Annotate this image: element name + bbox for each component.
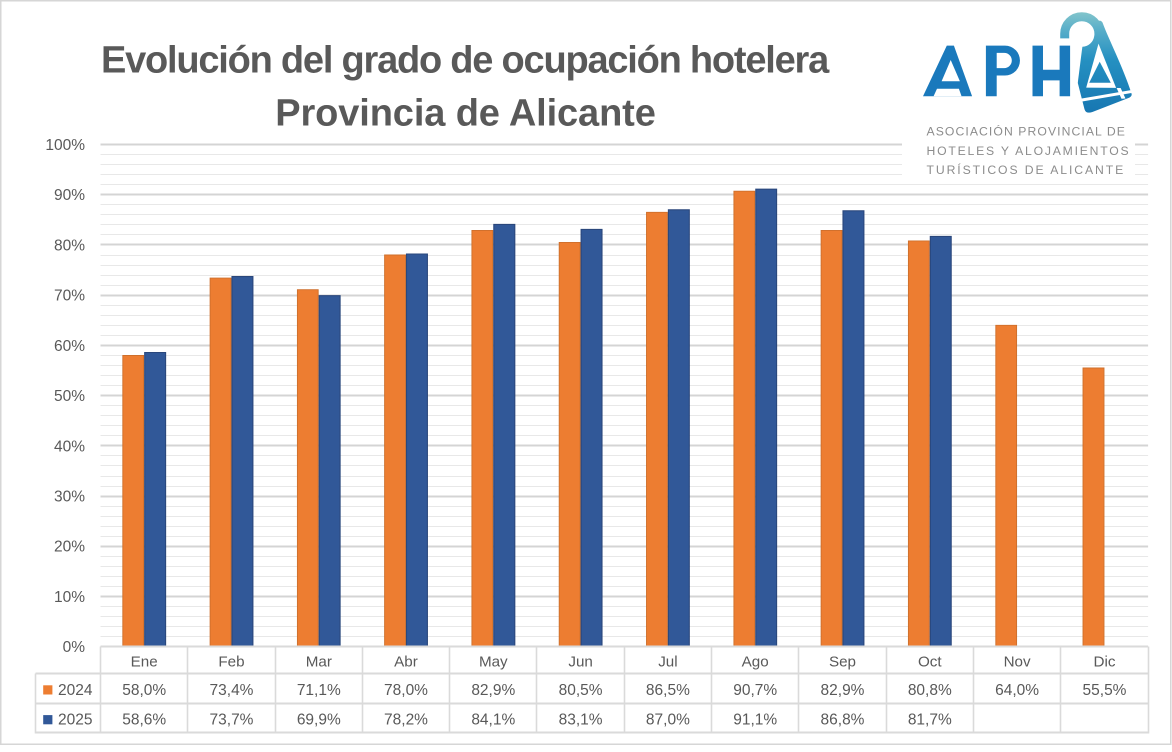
svg-text:69,9%: 69,9%: [297, 712, 341, 729]
svg-text:Sep: Sep: [829, 654, 856, 671]
svg-text:86,5%: 86,5%: [646, 682, 690, 699]
svg-text:82,9%: 82,9%: [821, 682, 865, 699]
svg-text:Ago: Ago: [742, 654, 769, 671]
svg-text:80%: 80%: [54, 237, 85, 254]
svg-text:0%: 0%: [63, 639, 86, 656]
svg-text:64,0%: 64,0%: [995, 682, 1039, 699]
svg-text:58,6%: 58,6%: [122, 712, 166, 729]
svg-text:80,5%: 80,5%: [559, 682, 603, 699]
svg-text:30%: 30%: [54, 489, 85, 506]
svg-text:82,9%: 82,9%: [471, 682, 515, 699]
svg-text:40%: 40%: [54, 438, 85, 455]
svg-text:83,1%: 83,1%: [559, 712, 603, 729]
svg-text:Mar: Mar: [306, 654, 332, 671]
svg-text:50%: 50%: [54, 388, 85, 405]
svg-text:Feb: Feb: [218, 654, 244, 671]
svg-text:78,2%: 78,2%: [384, 712, 428, 729]
svg-text:2025: 2025: [58, 712, 92, 729]
svg-text:Nov: Nov: [1004, 654, 1031, 671]
svg-text:Jul: Jul: [658, 654, 677, 671]
svg-text:ASOCIACIÓN PROVINCIAL DE: ASOCIACIÓN PROVINCIAL DE: [927, 124, 1127, 139]
svg-text:60%: 60%: [54, 338, 85, 355]
svg-text:58,0%: 58,0%: [122, 682, 166, 699]
svg-text:86,8%: 86,8%: [821, 712, 865, 729]
svg-text:Provincia de Alicante: Provincia de Alicante: [275, 93, 655, 135]
svg-text:73,7%: 73,7%: [210, 712, 254, 729]
svg-text:87,0%: 87,0%: [646, 712, 690, 729]
svg-text:90%: 90%: [54, 187, 85, 204]
svg-text:91,1%: 91,1%: [733, 712, 777, 729]
svg-text:73,4%: 73,4%: [210, 682, 254, 699]
svg-text:Evolución del grado de ocupaci: Evolución del grado de ocupación hoteler…: [101, 40, 830, 82]
svg-text:70%: 70%: [54, 288, 85, 305]
svg-text:Oct: Oct: [918, 654, 942, 671]
svg-text:Jun: Jun: [568, 654, 593, 671]
svg-text:55,5%: 55,5%: [1083, 682, 1127, 699]
svg-text:TURÍSTICOS DE ALICANTE: TURÍSTICOS DE ALICANTE: [927, 162, 1126, 177]
svg-text:78,0%: 78,0%: [384, 682, 428, 699]
svg-text:84,1%: 84,1%: [471, 712, 515, 729]
svg-text:May: May: [479, 654, 508, 671]
svg-text:Dic: Dic: [1094, 654, 1116, 671]
svg-text:80,8%: 80,8%: [908, 682, 952, 699]
svg-text:Ene: Ene: [131, 654, 158, 671]
svg-text:Abr: Abr: [394, 654, 418, 671]
svg-text:20%: 20%: [54, 539, 85, 556]
svg-text:90,7%: 90,7%: [733, 682, 777, 699]
svg-text:100%: 100%: [45, 137, 85, 154]
svg-text:HOTELES Y ALOJAMIENTOS: HOTELES Y ALOJAMIENTOS: [927, 144, 1131, 158]
svg-text:10%: 10%: [54, 589, 85, 606]
svg-text:2024: 2024: [58, 682, 93, 699]
svg-text:81,7%: 81,7%: [908, 712, 952, 729]
svg-text:71,1%: 71,1%: [297, 682, 341, 699]
